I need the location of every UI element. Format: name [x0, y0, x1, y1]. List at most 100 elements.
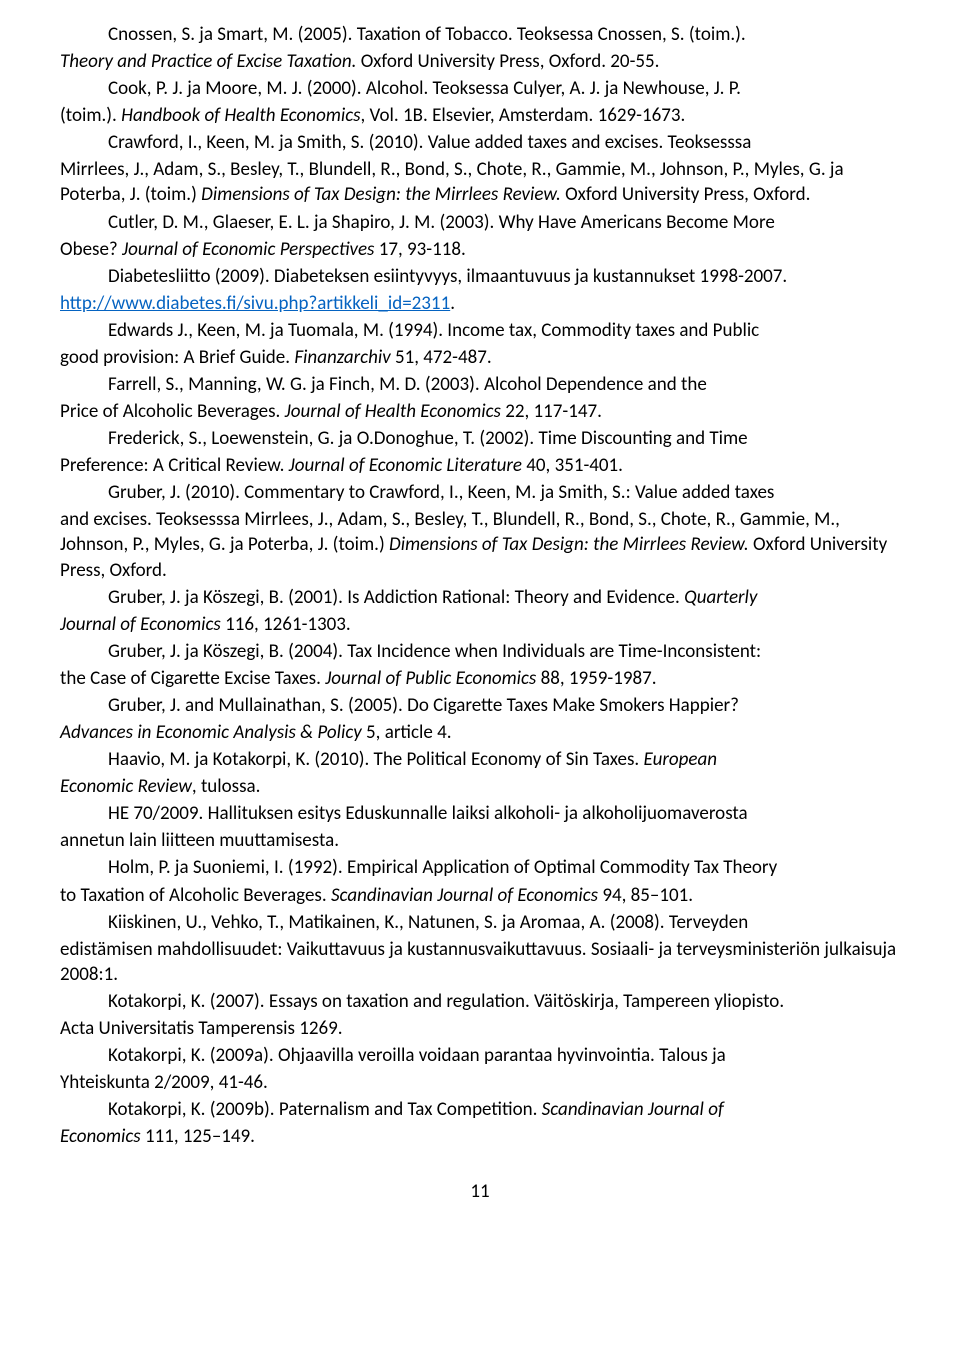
reference-text: Oxford University Press, Oxford. 20-55.	[356, 50, 659, 73]
reference-text: 40, 351-401.	[522, 454, 623, 477]
reference-line: Cutler, D. M., Glaeser, E. L. ja Shapiro…	[60, 210, 900, 235]
reference-line: http://www.diabetes.fi/sivu.php?artikkel…	[60, 291, 900, 316]
reference-italic-text: Quarterly	[684, 586, 757, 609]
reference-italic-text: Journal of Health Economics	[285, 400, 501, 423]
reference-text: Kotakorpi, K. (2007). Essays on taxation…	[108, 990, 784, 1013]
reference-text: 116, 1261-1303.	[221, 613, 351, 636]
reference-text: 94, 85–101.	[598, 884, 693, 907]
reference-line: good provision: A Brief Guide. Finanzarc…	[60, 345, 900, 370]
reference-line: Cnossen, S. ja Smart, M. (2005). Taxatio…	[60, 22, 900, 47]
reference-italic-text: Dimensions of Tax Design: the Mirrlees R…	[201, 183, 561, 206]
reference-text: edistämisen mahdollisuudet: Vaikuttavuus…	[60, 938, 896, 986]
reference-line: Gruber, J. and Mullainathan, S. (2005). …	[60, 693, 900, 718]
reference-line: Advances in Economic Analysis & Policy 5…	[60, 720, 900, 745]
reference-italic-text: Journal of Economic Literature	[289, 454, 522, 477]
reference-text: Gruber, J. ja Köszegi, B. (2004). Tax In…	[108, 640, 761, 663]
reference-italic-text: European	[643, 748, 717, 771]
reference-text: Gruber, J. ja Köszegi, B. (2001). Is Add…	[108, 586, 684, 609]
reference-text: Farrell, S., Manning, W. G. ja Finch, M.…	[108, 373, 707, 396]
reference-text: Haavio, M. ja Kotakorpi, K. (2010). The …	[108, 748, 643, 771]
reference-text: 88, 1959-1987.	[536, 667, 656, 690]
reference-line: Price of Alcoholic Beverages. Journal of…	[60, 399, 900, 424]
reference-line: the Case of Cigarette Excise Taxes. Jour…	[60, 666, 900, 691]
reference-text: the Case of Cigarette Excise Taxes.	[60, 667, 325, 690]
reference-line: Acta Universitatis Tamperensis 1269.	[60, 1016, 900, 1041]
reference-italic-text: Finanzarchiv	[294, 346, 390, 369]
reference-text: annetun lain liitteen muuttamisesta.	[60, 829, 339, 852]
reference-line: Economics 111, 125–149.	[60, 1124, 900, 1149]
reference-line: Crawford, I., Keen, M. ja Smith, S. (201…	[60, 130, 900, 155]
reference-line: HE 70/2009. Hallituksen esitys Eduskunna…	[60, 801, 900, 826]
reference-line: Journal of Economics 116, 1261-1303.	[60, 612, 900, 637]
reference-line: Diabetesliitto (2009). Diabeteksen esiin…	[60, 264, 900, 289]
reference-line: to Taxation of Alcoholic Beverages. Scan…	[60, 883, 900, 908]
reference-line: annetun lain liitteen muuttamisesta.	[60, 828, 900, 853]
reference-text: to Taxation of Alcoholic Beverages.	[60, 884, 331, 907]
reference-line: Mirrlees, J., Adam, S., Besley, T., Blun…	[60, 157, 900, 207]
reference-line: Gruber, J. ja Köszegi, B. (2004). Tax In…	[60, 639, 900, 664]
reference-italic-text: Dimensions of Tax Design: the Mirrlees R…	[389, 533, 749, 556]
page-number: 11	[60, 1179, 900, 1204]
reference-italic-text: Handbook of Health Economics	[121, 104, 360, 127]
reference-line: Frederick, S., Loewenstein, G. ja O.Dono…	[60, 426, 900, 451]
reference-text: , Vol. 1B. Elsevier, Amsterdam. 1629-167…	[361, 104, 686, 127]
reference-line: Edwards J., Keen, M. ja Tuomala, M. (199…	[60, 318, 900, 343]
reference-text: Yhteiskunta 2/2009, 41-46.	[60, 1071, 268, 1094]
reference-line: and excises. Teoksesssa Mirrlees, J., Ad…	[60, 507, 900, 582]
reference-text: 22, 117-147.	[501, 400, 602, 423]
reference-text: 17, 93-118.	[374, 238, 465, 261]
reference-line: Preference: A Critical Review. Journal o…	[60, 453, 900, 478]
reference-text: Edwards J., Keen, M. ja Tuomala, M. (199…	[108, 319, 759, 342]
reference-line: Kotakorpi, K. (2009a). Ohjaavilla veroil…	[60, 1043, 900, 1068]
reference-line: Yhteiskunta 2/2009, 41-46.	[60, 1070, 900, 1095]
reference-italic-text: Economic Review	[60, 775, 192, 798]
reference-line: (toim.). Handbook of Health Economics, V…	[60, 103, 900, 128]
reference-line: Farrell, S., Manning, W. G. ja Finch, M.…	[60, 372, 900, 397]
reference-text: Price of Alcoholic Beverages.	[60, 400, 285, 423]
reference-text: Preference: A Critical Review.	[60, 454, 289, 477]
reference-text: Gruber, J. and Mullainathan, S. (2005). …	[108, 694, 739, 717]
reference-italic-text: Scandinavian Journal of Economics	[331, 884, 598, 907]
reference-line: Kotakorpi, K. (2007). Essays on taxation…	[60, 989, 900, 1014]
reference-text: Oxford University Press, Oxford.	[561, 183, 811, 206]
reference-text: .	[450, 292, 455, 315]
references-list: Cnossen, S. ja Smart, M. (2005). Taxatio…	[60, 22, 900, 1149]
reference-line: Gruber, J. (2010). Commentary to Crawfor…	[60, 480, 900, 505]
reference-text: Kotakorpi, K. (2009b). Paternalism and T…	[108, 1098, 542, 1121]
reference-text: HE 70/2009. Hallituksen esitys Eduskunna…	[108, 802, 748, 825]
reference-line: Haavio, M. ja Kotakorpi, K. (2010). The …	[60, 747, 900, 772]
reference-line: Gruber, J. ja Köszegi, B. (2001). Is Add…	[60, 585, 900, 610]
reference-line: Economic Review, tulossa.	[60, 774, 900, 799]
reference-text: Frederick, S., Loewenstein, G. ja O.Dono…	[108, 427, 748, 450]
reference-text: Cutler, D. M., Glaeser, E. L. ja Shapiro…	[108, 211, 775, 234]
reference-italic-text: Theory and Practice of Excise Taxation.	[60, 50, 356, 73]
reference-line: edistämisen mahdollisuudet: Vaikuttavuus…	[60, 937, 900, 987]
reference-text: , tulossa.	[192, 775, 261, 798]
reference-text: Gruber, J. (2010). Commentary to Crawfor…	[108, 481, 774, 504]
reference-italic-text: Journal of Public Economics	[325, 667, 536, 690]
reference-text: Kiiskinen, U., Vehko, T., Matikainen, K.…	[108, 911, 748, 934]
reference-line: Kotakorpi, K. (2009b). Paternalism and T…	[60, 1097, 900, 1122]
reference-italic-text: Journal of Economics	[60, 613, 221, 636]
reference-italic-text: Journal of Economic Perspectives	[122, 238, 374, 261]
reference-text: Cnossen, S. ja Smart, M. (2005). Taxatio…	[108, 23, 746, 46]
reference-line: Theory and Practice of Excise Taxation. …	[60, 49, 900, 74]
reference-text: Diabetesliitto (2009). Diabeteksen esiin…	[108, 265, 787, 288]
reference-line: Cook, P. J. ja Moore, M. J. (2000). Alco…	[60, 76, 900, 101]
reference-text: 5, article 4.	[362, 721, 452, 744]
reference-text: Kotakorpi, K. (2009a). Ohjaavilla veroil…	[108, 1044, 726, 1067]
reference-italic-text: Advances in Economic Analysis & Policy	[60, 721, 362, 744]
reference-text: Holm, P. ja Suoniemi, I. (1992). Empiric…	[108, 856, 777, 879]
reference-text: Acta Universitatis Tamperensis 1269.	[60, 1017, 343, 1040]
reference-text: Obese?	[60, 238, 122, 261]
reference-italic-text: Economics	[60, 1125, 141, 1148]
reference-italic-text: Scandinavian Journal of	[542, 1098, 724, 1121]
reference-text: 51, 472-487.	[391, 346, 492, 369]
reference-text: good provision: A Brief Guide.	[60, 346, 294, 369]
reference-link[interactable]: http://www.diabetes.fi/sivu.php?artikkel…	[60, 292, 450, 315]
reference-text: (toim.).	[60, 104, 121, 127]
reference-line: Kiiskinen, U., Vehko, T., Matikainen, K.…	[60, 910, 900, 935]
reference-line: Obese? Journal of Economic Perspectives …	[60, 237, 900, 262]
reference-text: 111, 125–149.	[141, 1125, 255, 1148]
reference-text: Cook, P. J. ja Moore, M. J. (2000). Alco…	[108, 77, 741, 100]
